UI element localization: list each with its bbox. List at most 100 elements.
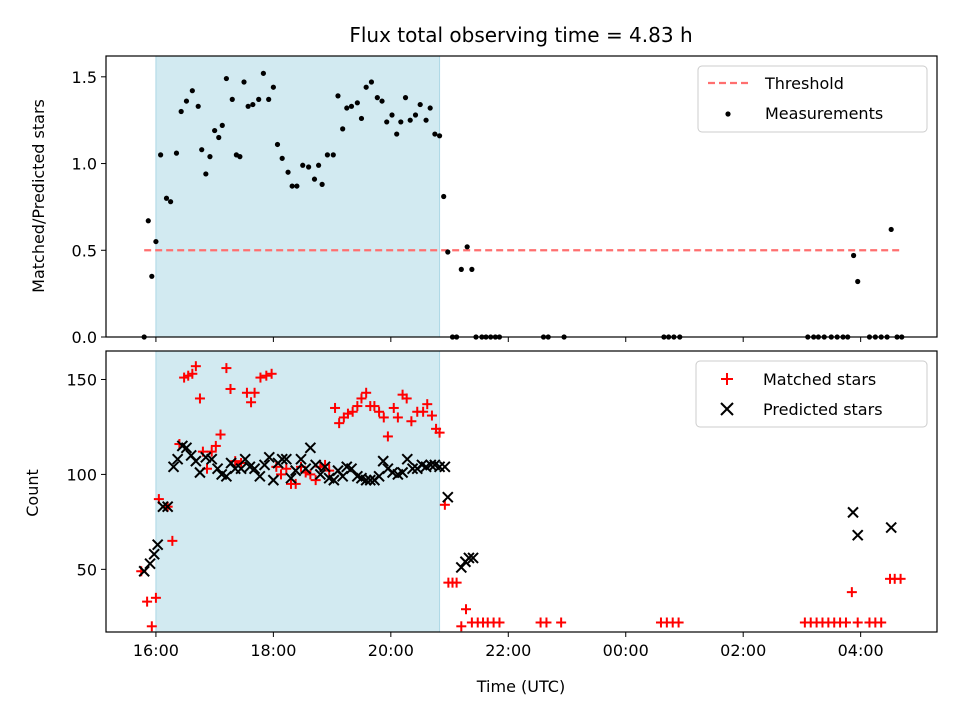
- legend-measurements-label: Measurements: [765, 104, 883, 123]
- measurement-point: [394, 131, 400, 137]
- ratio-y-tick-label: 1.5: [72, 68, 97, 87]
- matched-star-point: [194, 393, 205, 404]
- predicted-star-point: [401, 453, 413, 465]
- matched-star-point: [426, 410, 437, 421]
- measurement-point: [173, 150, 180, 156]
- legend-matched-label: Matched stars: [763, 370, 876, 389]
- matched-star-point: [852, 617, 863, 628]
- matched-star-point: [876, 617, 887, 628]
- measurement-point: [384, 119, 390, 125]
- predicted-star-point: [235, 463, 247, 475]
- x-tick-label: 02:00: [720, 641, 766, 660]
- x-tick-label: 00:00: [603, 641, 649, 660]
- measurement-point: [229, 96, 235, 102]
- predicted-star-point: [267, 474, 280, 486]
- measurement-point: [183, 98, 190, 104]
- matched-star-point: [266, 368, 277, 379]
- predicted-star-point: [194, 466, 206, 479]
- matched-star-point: [369, 401, 380, 412]
- predicted-star-point: [157, 500, 169, 513]
- measurement-point: [335, 93, 341, 99]
- measurement-point: [279, 155, 285, 161]
- matched-star-point: [451, 577, 462, 588]
- x-tick-label: 16:00: [133, 641, 179, 660]
- matched-star-point: [342, 408, 353, 419]
- measurement-point: [274, 141, 281, 148]
- matched-star-point: [330, 402, 341, 413]
- measurement-point: [330, 152, 336, 158]
- measurement-point: [178, 108, 184, 115]
- legend-measurements-swatch: [725, 111, 731, 117]
- matched-star-point: [190, 361, 201, 372]
- ratio-y-tick-label: 0.0: [72, 328, 97, 347]
- measurement-point: [289, 183, 295, 189]
- predicted-star-point: [289, 464, 302, 477]
- measurement-point: [389, 112, 395, 118]
- measurement-point: [888, 226, 894, 233]
- predicted-star-point: [167, 461, 180, 473]
- measurement-point: [212, 127, 218, 134]
- count-legend: Matched stars Predicted stars: [695, 360, 928, 428]
- measurement-point: [368, 79, 375, 85]
- matched-star-point: [456, 621, 467, 632]
- predicted-star-point: [276, 453, 288, 465]
- predicted-star-point: [148, 548, 160, 560]
- matched-star-point: [221, 363, 232, 374]
- measurement-point: [223, 75, 229, 82]
- measurement-point: [423, 117, 429, 123]
- observing-window-shade: [155, 350, 441, 633]
- count-y-axis-label: Count: [23, 469, 42, 517]
- x-axis-label: Time (UTC): [476, 677, 565, 696]
- ratio-y-tick-label: 1.0: [72, 155, 97, 174]
- predicted-star-point: [463, 552, 475, 564]
- matched-star-point: [146, 621, 157, 632]
- measurement-point: [203, 171, 209, 177]
- matched-star-point: [290, 478, 301, 489]
- count-panel: 50 100 150 16:00 18:00 20:00 22:00 00:00 02:00 0…: [23, 350, 938, 660]
- predicted-star-point: [328, 474, 340, 486]
- measurement-point: [216, 134, 222, 141]
- measurement-point: [340, 126, 346, 132]
- predicted-star-point: [364, 474, 376, 486]
- matched-star-point: [374, 406, 385, 417]
- measurement-point: [149, 273, 155, 279]
- x-tick-label: 22:00: [485, 641, 531, 660]
- predicted-star-point: [847, 506, 859, 519]
- predicted-star-point: [455, 561, 468, 574]
- measurement-point: [851, 252, 857, 259]
- predicted-star-point: [345, 463, 358, 475]
- predicted-star-point: [439, 461, 451, 473]
- x-tick-label: 18:00: [250, 641, 296, 660]
- predicted-star-point: [377, 455, 389, 467]
- ratio-panel-frame: [105, 55, 938, 338]
- measurement-point: [354, 100, 360, 106]
- legend-matched-swatch: [721, 373, 733, 385]
- predicted-star-point: [304, 442, 317, 454]
- measurement-point: [374, 95, 380, 101]
- matched-star-point: [388, 402, 399, 413]
- matched-star-point: [310, 475, 321, 486]
- ratio-y-tick-label: 0.5: [72, 241, 97, 260]
- measurement-point: [441, 193, 447, 200]
- predicted-star-point: [280, 453, 293, 465]
- matched-star-point: [846, 587, 857, 598]
- measurement-point: [315, 162, 322, 168]
- matched-star-point: [422, 399, 433, 410]
- measurement-point: [379, 98, 385, 104]
- matched-star-point: [215, 429, 226, 440]
- legend-predicted-swatch: [720, 402, 734, 416]
- predicted-star-point: [206, 453, 218, 465]
- matched-star-point: [382, 431, 393, 442]
- matched-star-point: [255, 372, 266, 383]
- predicted-star-point: [263, 451, 275, 464]
- matched-star-point: [305, 469, 316, 480]
- measurement-point: [163, 195, 170, 201]
- matched-star-point: [320, 459, 331, 470]
- matched-star-point: [246, 397, 257, 408]
- measurement-point: [300, 162, 306, 168]
- predicted-star-point: [396, 466, 409, 479]
- matched-star-point: [347, 406, 358, 417]
- ratio-legend: Threshold Measurements: [697, 65, 928, 133]
- measurement-point: [348, 103, 355, 109]
- matched-star-point: [210, 440, 221, 451]
